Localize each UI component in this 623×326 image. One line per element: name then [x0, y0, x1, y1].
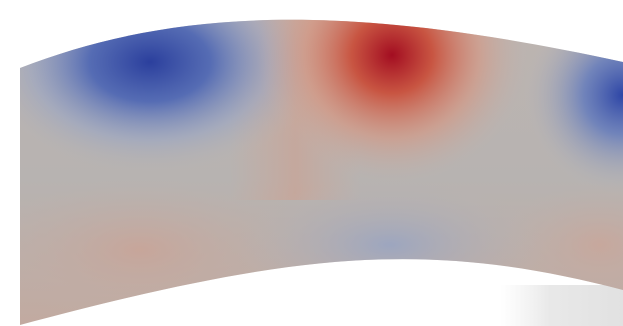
- ground-shadow: [500, 285, 623, 326]
